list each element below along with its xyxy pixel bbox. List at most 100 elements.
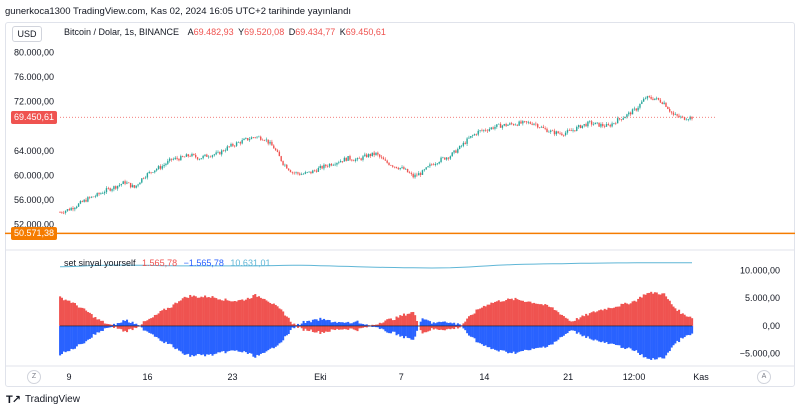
candle-body [304,172,307,174]
histogram-bar-positive [549,307,552,326]
candle-body [628,112,630,115]
candle-body [674,114,676,115]
histogram-bar-positive [640,297,643,326]
candle-body [592,124,595,125]
candle-body [540,126,543,128]
histogram-bar-negative [427,320,430,326]
candle-body [622,118,624,120]
histogram-bar-positive [614,306,617,326]
histogram-bar-positive [601,310,604,326]
currency-selector[interactable]: USD [12,26,42,42]
candle-body [148,171,150,174]
candle-body [202,155,204,159]
histogram-bar-negative [507,325,510,354]
histogram-bar-positive [125,325,129,333]
histogram-bar-positive [389,318,392,326]
histogram-bar-positive [455,325,458,328]
histogram-bar-positive [269,302,272,326]
candle-body [563,135,565,136]
histogram-bar-positive [648,292,651,326]
candle-body [672,112,675,115]
histogram-bar-positive [520,300,523,326]
candle-body [397,168,400,170]
histogram-bar-positive [218,299,221,326]
candle-body [527,122,530,123]
histogram-bar-negative [70,325,73,349]
histogram-bar-positive [616,306,619,326]
candle-body [678,115,680,118]
indicator-value-2: −1.565,78 [183,258,224,268]
histogram-bar-negative [83,325,86,344]
time-tick-label: 9 [66,372,71,382]
close-label: K [339,27,346,37]
auto-scale-button[interactable]: A [757,370,771,384]
histogram-bar-positive [148,318,151,326]
histogram-bar-positive [152,317,155,326]
brand-name: TradingView [24,394,80,405]
candle-body [172,158,175,160]
candle-body [384,159,386,161]
candle-body [94,196,97,197]
histogram-bar-negative [185,325,188,355]
histogram-bar-positive [646,293,649,326]
histogram-bar-negative [310,322,313,326]
candle-body [328,163,331,167]
histogram-bar-negative [231,325,234,351]
histogram-bar-positive [371,324,374,326]
candle-body [447,157,450,159]
candle-body [405,168,407,170]
histogram-bar-positive [59,296,62,326]
indicator-name: set sinyal yourself [64,258,136,268]
candle-body [544,127,546,129]
histogram-bar-positive [609,308,612,326]
histogram-bar-negative [213,325,216,355]
candle-body [410,173,413,174]
histogram-bar-negative [544,325,547,348]
histogram-bar-negative [92,325,95,335]
candle-body [425,167,427,170]
zoom-button[interactable]: Z [27,370,41,384]
candle-body [483,129,485,131]
histogram-bar-positive [544,304,547,326]
candle-body [637,107,639,111]
histogram-bar-positive [222,300,225,326]
histogram-bar-negative [302,320,305,326]
candle-body [449,156,452,159]
histogram-bar-negative [614,325,617,345]
histogram-bar-negative [243,325,246,352]
histogram-bar-positive [205,297,208,326]
histogram-bar-negative [237,325,240,352]
histogram-bar-positive [337,325,340,330]
histogram-bar-negative [332,322,335,326]
indicator-line [59,262,692,269]
histogram-bar-positive [462,323,465,326]
candle-body [354,159,357,162]
candle-body [325,164,327,167]
histogram-bar-positive [562,316,565,326]
candle-body [520,121,522,124]
candle-body [347,156,349,161]
histogram-bar-negative [620,325,623,348]
histogram-bar-negative [233,325,236,351]
histogram-bar-negative [624,325,627,350]
histogram-bar-negative [202,325,205,355]
histogram-bar-negative [559,325,562,338]
candle-body [550,130,552,132]
candle-body [267,139,269,144]
histogram-bar-negative [436,322,439,326]
histogram-bar-positive [350,325,353,329]
histogram-bar-positive [235,301,238,326]
candle-body [533,123,535,125]
histogram-bar-positive [512,300,515,326]
histogram-bar-negative [326,319,329,326]
histogram-bar-positive [449,325,452,330]
candle-body [152,172,154,173]
histogram-bar-negative [323,318,326,326]
candle-body [516,124,518,126]
histogram-bar-negative [685,325,688,336]
histogram-bar-positive [423,325,426,333]
candle-body [641,101,643,104]
histogram-bar-negative [601,325,604,342]
histogram-bar-negative [183,325,186,355]
